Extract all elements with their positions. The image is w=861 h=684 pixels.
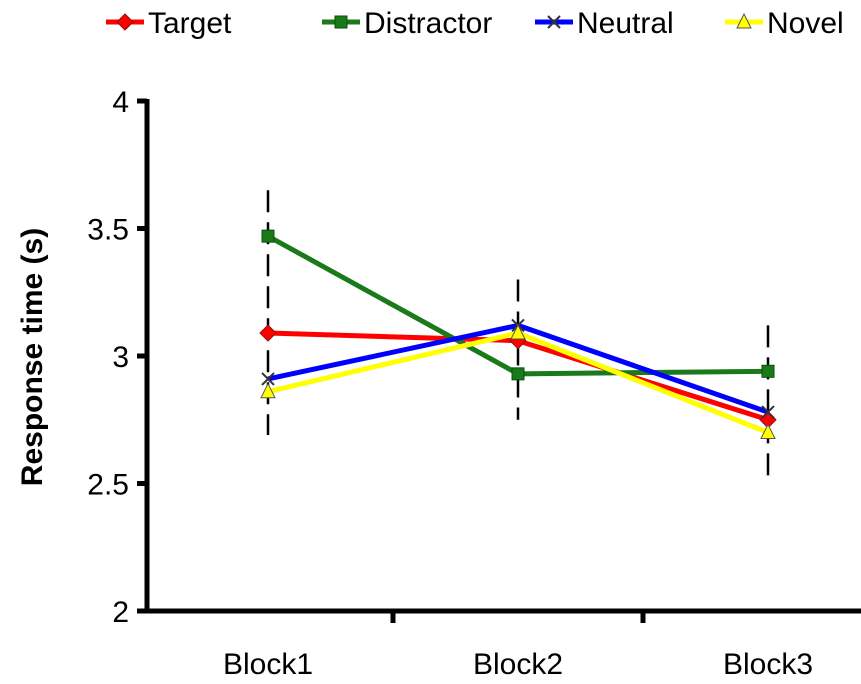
y-tick-labels: 2 2.5 3 3.5 4 [87, 86, 129, 629]
x-tick-label: Block3 [723, 648, 813, 681]
data-point-square [261, 229, 275, 243]
data-point-x [547, 15, 561, 29]
data-point-square [334, 15, 348, 29]
legend-label: Target [148, 7, 232, 40]
data-series [259, 229, 777, 439]
data-point-triangle [510, 323, 526, 340]
legend-label: Novel [767, 7, 844, 40]
series-distractor [261, 229, 775, 381]
legend-item-distractor: Distractor [322, 7, 492, 40]
data-point-triangle [760, 423, 776, 439]
data-point-diamond [259, 324, 277, 342]
legend-item-target: Target [106, 7, 232, 40]
data-point-triangle [736, 12, 752, 29]
x-tick-labels: Block1 Block2 Block3 [223, 648, 813, 681]
y-tick-label: 3.5 [87, 214, 129, 247]
y-tick-label: 3 [112, 341, 129, 374]
legend-item-novel: Novel [725, 7, 844, 40]
data-point-square [511, 367, 525, 381]
x-tick-label: Block1 [223, 648, 313, 681]
legend-label: Neutral [577, 7, 674, 40]
y-tick-label: 2.5 [87, 469, 129, 502]
legend-label: Distractor [364, 7, 492, 40]
data-point-diamond [116, 13, 134, 31]
data-point-square [761, 364, 775, 378]
chart-legend: Target Distractor Neutral Novel [106, 7, 844, 40]
chart-axes [137, 98, 861, 623]
y-tick-label: 4 [112, 86, 129, 119]
y-axis-title: Response time (s) [16, 228, 49, 486]
data-point-x [261, 372, 275, 386]
x-tick-label: Block2 [473, 648, 563, 681]
data-point-triangle [260, 382, 276, 399]
series-novel [260, 323, 776, 439]
data-point-x [761, 405, 775, 419]
y-tick-label: 2 [112, 596, 129, 629]
legend-item-neutral: Neutral [535, 7, 674, 40]
